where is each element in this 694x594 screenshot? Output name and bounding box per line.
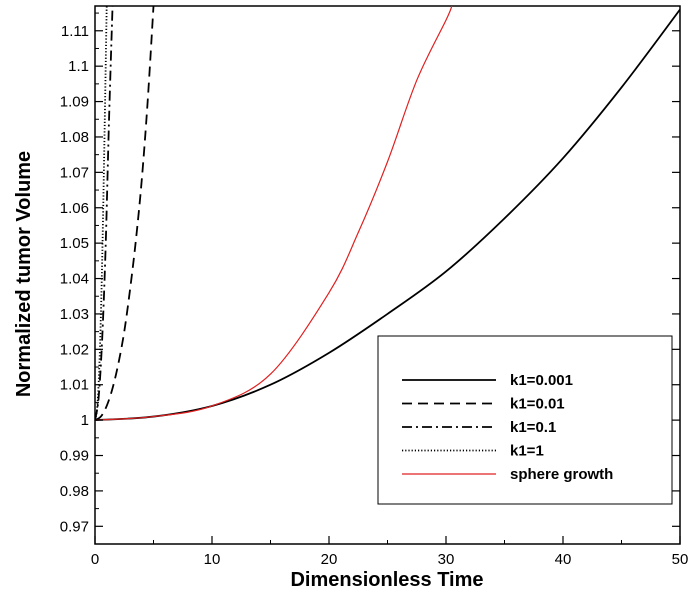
- y-tick-label: 1.1: [68, 58, 89, 75]
- x-tick-label: 10: [204, 551, 221, 568]
- legend-box: [377, 335, 673, 505]
- legend-label: k1=0.001: [510, 372, 573, 389]
- y-tick-label: 1.04: [60, 271, 89, 288]
- x-tick-label: 0: [91, 551, 99, 568]
- y-axis-title: Normalized tumor Volume: [13, 151, 35, 397]
- legend-label: k1=1: [510, 443, 544, 460]
- y-tick-label: 1.01: [60, 377, 89, 394]
- legend-label: k1=0.01: [510, 396, 565, 413]
- y-tick-label: 1.11: [61, 23, 89, 40]
- y-tick-label: 1.03: [60, 306, 89, 323]
- y-tick-label: 1.09: [60, 94, 89, 111]
- series-line: [95, 6, 453, 421]
- y-tick-label: 0.98: [60, 483, 89, 500]
- y-tick-label: 0.97: [60, 518, 89, 535]
- x-axis-title: Dimensionless Time: [290, 569, 483, 591]
- y-tick-label: 1.06: [60, 200, 89, 217]
- y-tick-label: 1: [81, 412, 89, 429]
- x-tick-label: 40: [555, 551, 572, 568]
- y-tick-label: 0.99: [60, 448, 89, 465]
- legend-label: sphere growth: [510, 466, 613, 483]
- x-tick-label: 20: [321, 551, 338, 568]
- legend-label: k1=0.1: [510, 419, 556, 436]
- x-tick-label: 30: [438, 551, 455, 568]
- y-tick-label: 1.07: [60, 164, 89, 181]
- y-tick-label: 1.05: [60, 235, 89, 252]
- y-tick-label: 1.02: [60, 341, 89, 358]
- x-tick-label: 50: [672, 551, 689, 568]
- y-tick-label: 1.08: [60, 129, 89, 146]
- series-line: [95, 6, 155, 421]
- series-line: [95, 6, 114, 421]
